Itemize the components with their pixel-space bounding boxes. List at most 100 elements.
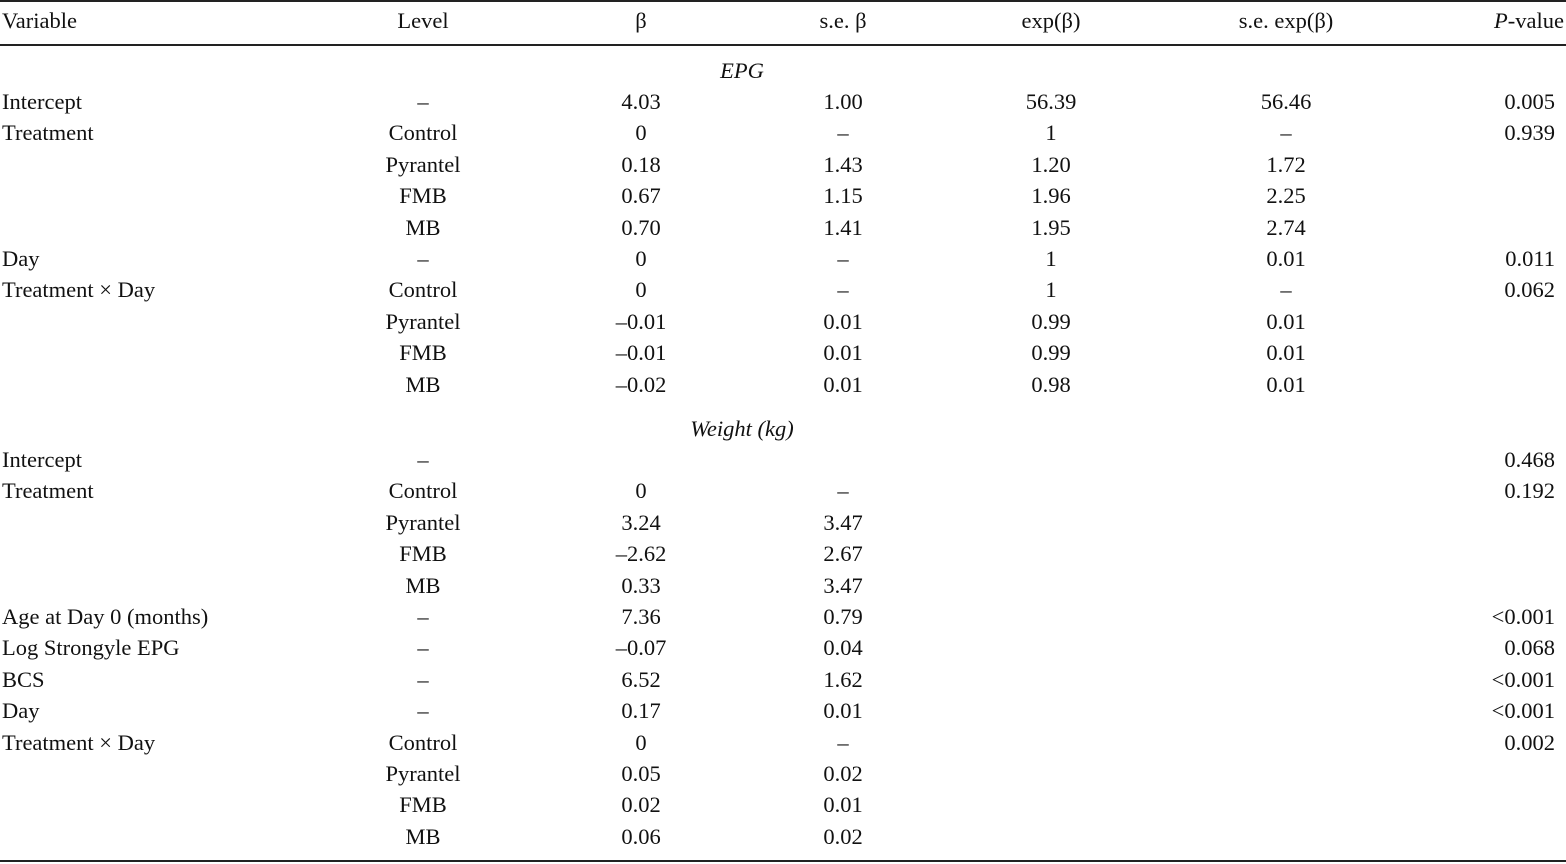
row-se-beta: 0.02 (823, 823, 863, 849)
row-se-exp-beta: 2.74 (1266, 214, 1306, 240)
row-se-beta: – (837, 478, 849, 504)
row-beta: 0.02 (621, 792, 661, 818)
row-se-beta: 0.01 (823, 371, 863, 397)
table-bottom-rule (0, 860, 1566, 862)
row-se-exp-beta: 56.46 (1260, 89, 1312, 114)
row-se-beta: 0.01 (823, 792, 863, 818)
row-level: – (417, 604, 429, 629)
row-level: Pyrantel (385, 308, 461, 334)
row-beta: –0.01 (615, 308, 667, 334)
row-se-exp-beta: 0.01 (1266, 308, 1306, 334)
row-variable: Log Strongyle EPG (2, 635, 180, 661)
row-se-beta: 1.00 (823, 89, 863, 114)
section-title: Weight (kg) (690, 416, 794, 441)
row-beta: 0.70 (621, 214, 661, 240)
row-beta: –2.62 (615, 541, 667, 567)
row-level: – (417, 246, 429, 271)
row-p-value: <0.001 (1491, 604, 1555, 629)
row-beta: 0 (635, 729, 647, 755)
row-exp-beta: 1.96 (1031, 183, 1071, 209)
row-exp-beta: 56.39 (1025, 89, 1077, 114)
row-se-beta: 1.15 (823, 183, 863, 209)
row-beta: 0 (635, 246, 647, 271)
row-level: FMB (399, 541, 447, 567)
row-beta: 3.24 (621, 509, 661, 535)
row-beta: –0.07 (615, 635, 667, 661)
row-se-beta: 1.41 (823, 214, 863, 240)
row-beta: 0 (635, 120, 647, 146)
row-p-value: <0.001 (1491, 666, 1555, 692)
row-se-beta: 1.43 (823, 151, 863, 177)
row-se-exp-beta: 0.01 (1266, 246, 1306, 271)
row-beta: 4.03 (621, 89, 661, 114)
row-level: Control (388, 729, 458, 755)
row-se-beta: 1.62 (823, 666, 863, 692)
row-se-beta: – (837, 277, 849, 303)
row-se-beta: 2.67 (823, 541, 863, 567)
row-p-value: 0.068 (1504, 635, 1555, 661)
row-level: – (417, 666, 429, 692)
row-se-exp-beta: 0.01 (1266, 340, 1306, 366)
row-exp-beta: 1 (1045, 246, 1057, 271)
row-level: MB (405, 572, 441, 598)
row-se-exp-beta: 0.01 (1266, 371, 1306, 397)
row-se-beta: 0.01 (823, 308, 863, 334)
row-beta: 0 (635, 277, 647, 303)
row-variable: BCS (2, 666, 45, 692)
row-p-value: 0.002 (1504, 729, 1555, 755)
header-p-suffix: -value (1507, 8, 1564, 33)
row-p-value: 0.939 (1504, 120, 1555, 146)
row-se-beta: 3.47 (823, 509, 863, 535)
row-variable: Day (2, 246, 40, 271)
row-exp-beta: 0.99 (1031, 308, 1071, 334)
section-title: EPG (720, 58, 764, 83)
row-variable: Treatment × Day (2, 277, 156, 303)
row-beta: 0.67 (621, 183, 661, 209)
row-level: – (417, 447, 429, 472)
header-se-exp-beta: s.e. exp(β) (1238, 8, 1334, 33)
row-variable: Intercept (2, 89, 82, 114)
row-beta: 0.17 (621, 698, 661, 724)
row-level: FMB (399, 183, 447, 209)
row-se-beta: 0.01 (823, 340, 863, 366)
row-p-value: 0.011 (1505, 246, 1555, 271)
row-level: Control (388, 277, 458, 303)
row-se-beta: – (837, 120, 849, 146)
table-header-rule (0, 44, 1566, 46)
row-variable: Day (2, 698, 40, 724)
row-p-value: 0.468 (1504, 447, 1555, 472)
header-p-value: P-value (1494, 8, 1564, 34)
row-beta: 6.52 (621, 666, 661, 692)
header-level: Level (397, 8, 449, 33)
row-exp-beta: 1 (1045, 277, 1057, 303)
row-exp-beta: 1 (1045, 120, 1057, 146)
header-variable: Variable (2, 8, 77, 33)
row-exp-beta: 1.20 (1031, 151, 1071, 177)
row-beta: –0.02 (615, 371, 667, 397)
row-exp-beta: 0.99 (1031, 340, 1071, 366)
row-beta: 7.36 (621, 604, 661, 629)
row-variable: Treatment (2, 478, 94, 504)
row-level: FMB (399, 792, 447, 818)
row-se-beta: 0.01 (823, 698, 863, 724)
row-beta: 0.06 (621, 823, 661, 849)
row-level: Pyrantel (385, 761, 461, 786)
row-level: – (417, 89, 429, 114)
header-beta: β (635, 8, 647, 33)
row-p-value: 0.005 (1504, 89, 1555, 114)
row-se-beta: 0.02 (823, 761, 863, 786)
row-se-beta: 0.04 (823, 635, 863, 661)
row-p-value: <0.001 (1491, 698, 1555, 724)
row-beta: 0 (635, 478, 647, 504)
header-exp-beta: exp(β) (1021, 8, 1081, 33)
row-beta: 0.33 (621, 572, 661, 598)
row-level: Pyrantel (385, 151, 461, 177)
row-level: MB (405, 371, 441, 397)
row-level: FMB (399, 340, 447, 366)
row-se-exp-beta: 2.25 (1266, 183, 1306, 209)
row-variable: Intercept (2, 447, 82, 472)
row-se-exp-beta: – (1280, 120, 1292, 146)
table-top-rule (0, 0, 1566, 2)
row-se-exp-beta: – (1280, 277, 1292, 303)
